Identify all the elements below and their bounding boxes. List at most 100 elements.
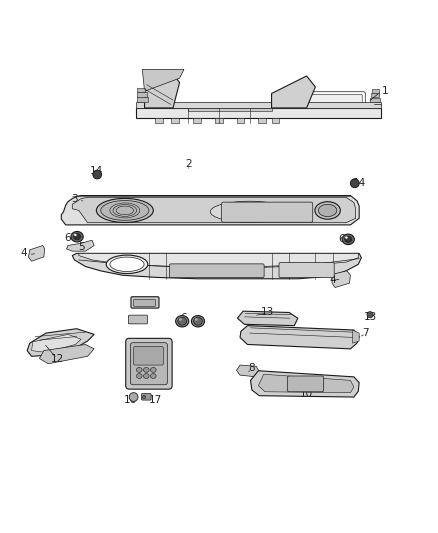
Text: 9: 9 (137, 381, 144, 391)
Text: 15: 15 (127, 316, 140, 326)
FancyBboxPatch shape (279, 263, 334, 278)
Text: 11: 11 (131, 300, 145, 310)
Ellipse shape (74, 234, 77, 236)
Polygon shape (67, 240, 94, 251)
Text: 13: 13 (261, 308, 274, 318)
Circle shape (367, 312, 373, 318)
Polygon shape (237, 311, 298, 326)
Text: 4: 4 (329, 274, 336, 285)
Text: 6: 6 (338, 235, 345, 244)
Text: 17: 17 (149, 395, 162, 405)
Ellipse shape (191, 316, 205, 327)
Text: 1: 1 (382, 86, 389, 96)
Ellipse shape (342, 234, 354, 245)
Ellipse shape (210, 201, 289, 222)
Ellipse shape (345, 236, 352, 243)
Ellipse shape (143, 374, 149, 378)
Ellipse shape (136, 374, 142, 378)
Polygon shape (371, 93, 379, 97)
Ellipse shape (178, 317, 187, 325)
Text: 8: 8 (248, 363, 255, 373)
Ellipse shape (136, 367, 142, 372)
Polygon shape (332, 271, 350, 287)
Circle shape (93, 170, 102, 179)
Ellipse shape (315, 201, 340, 219)
Text: 14: 14 (353, 178, 366, 188)
Polygon shape (237, 118, 244, 123)
Polygon shape (193, 118, 201, 123)
Polygon shape (136, 102, 381, 108)
Polygon shape (137, 92, 147, 96)
Ellipse shape (74, 233, 81, 240)
FancyBboxPatch shape (134, 300, 155, 306)
FancyBboxPatch shape (134, 346, 163, 365)
FancyBboxPatch shape (126, 338, 172, 389)
Ellipse shape (318, 204, 337, 216)
Circle shape (142, 395, 146, 399)
Polygon shape (145, 74, 180, 108)
Polygon shape (79, 253, 358, 268)
Circle shape (129, 393, 138, 401)
Ellipse shape (106, 255, 148, 273)
FancyBboxPatch shape (141, 393, 151, 400)
Polygon shape (72, 197, 356, 223)
FancyBboxPatch shape (170, 264, 264, 278)
Ellipse shape (195, 318, 198, 321)
Polygon shape (353, 330, 359, 343)
Polygon shape (251, 371, 359, 397)
Text: 14: 14 (90, 166, 103, 176)
Polygon shape (72, 253, 361, 279)
FancyBboxPatch shape (299, 94, 362, 110)
Text: 7: 7 (362, 328, 369, 338)
Polygon shape (237, 365, 259, 377)
Ellipse shape (143, 367, 149, 372)
Polygon shape (137, 88, 145, 92)
Polygon shape (27, 329, 94, 356)
Ellipse shape (96, 198, 153, 222)
Polygon shape (61, 196, 359, 225)
Text: 6: 6 (180, 313, 187, 323)
Text: 10: 10 (300, 389, 313, 399)
FancyBboxPatch shape (128, 315, 148, 324)
Circle shape (350, 179, 359, 188)
Text: 2: 2 (185, 159, 192, 168)
Polygon shape (171, 118, 179, 123)
FancyBboxPatch shape (131, 297, 159, 308)
Polygon shape (142, 69, 184, 91)
Polygon shape (272, 76, 315, 108)
Polygon shape (28, 246, 45, 261)
Text: 12: 12 (50, 354, 64, 365)
Polygon shape (240, 326, 359, 349)
Ellipse shape (176, 316, 189, 327)
Text: 3: 3 (71, 193, 78, 204)
Polygon shape (372, 89, 379, 93)
FancyBboxPatch shape (287, 376, 324, 392)
Polygon shape (137, 97, 148, 102)
Polygon shape (258, 118, 266, 123)
Ellipse shape (345, 237, 348, 239)
Ellipse shape (101, 200, 149, 220)
Text: 6: 6 (64, 233, 71, 243)
Ellipse shape (71, 231, 83, 242)
Text: 16: 16 (124, 395, 137, 405)
Ellipse shape (150, 374, 156, 378)
Polygon shape (39, 344, 94, 364)
Ellipse shape (150, 367, 156, 372)
Polygon shape (32, 334, 81, 352)
FancyBboxPatch shape (222, 202, 313, 222)
Polygon shape (215, 118, 223, 123)
Polygon shape (136, 108, 381, 118)
Ellipse shape (110, 257, 144, 271)
Text: 4: 4 (21, 248, 28, 259)
Polygon shape (188, 108, 272, 111)
Polygon shape (258, 374, 354, 393)
Text: 5: 5 (78, 242, 85, 252)
FancyBboxPatch shape (296, 92, 365, 113)
Polygon shape (370, 98, 380, 102)
Polygon shape (155, 118, 163, 123)
FancyBboxPatch shape (131, 343, 167, 385)
Ellipse shape (194, 317, 202, 325)
Polygon shape (272, 118, 279, 123)
Text: 13: 13 (364, 312, 377, 322)
Ellipse shape (179, 318, 182, 321)
